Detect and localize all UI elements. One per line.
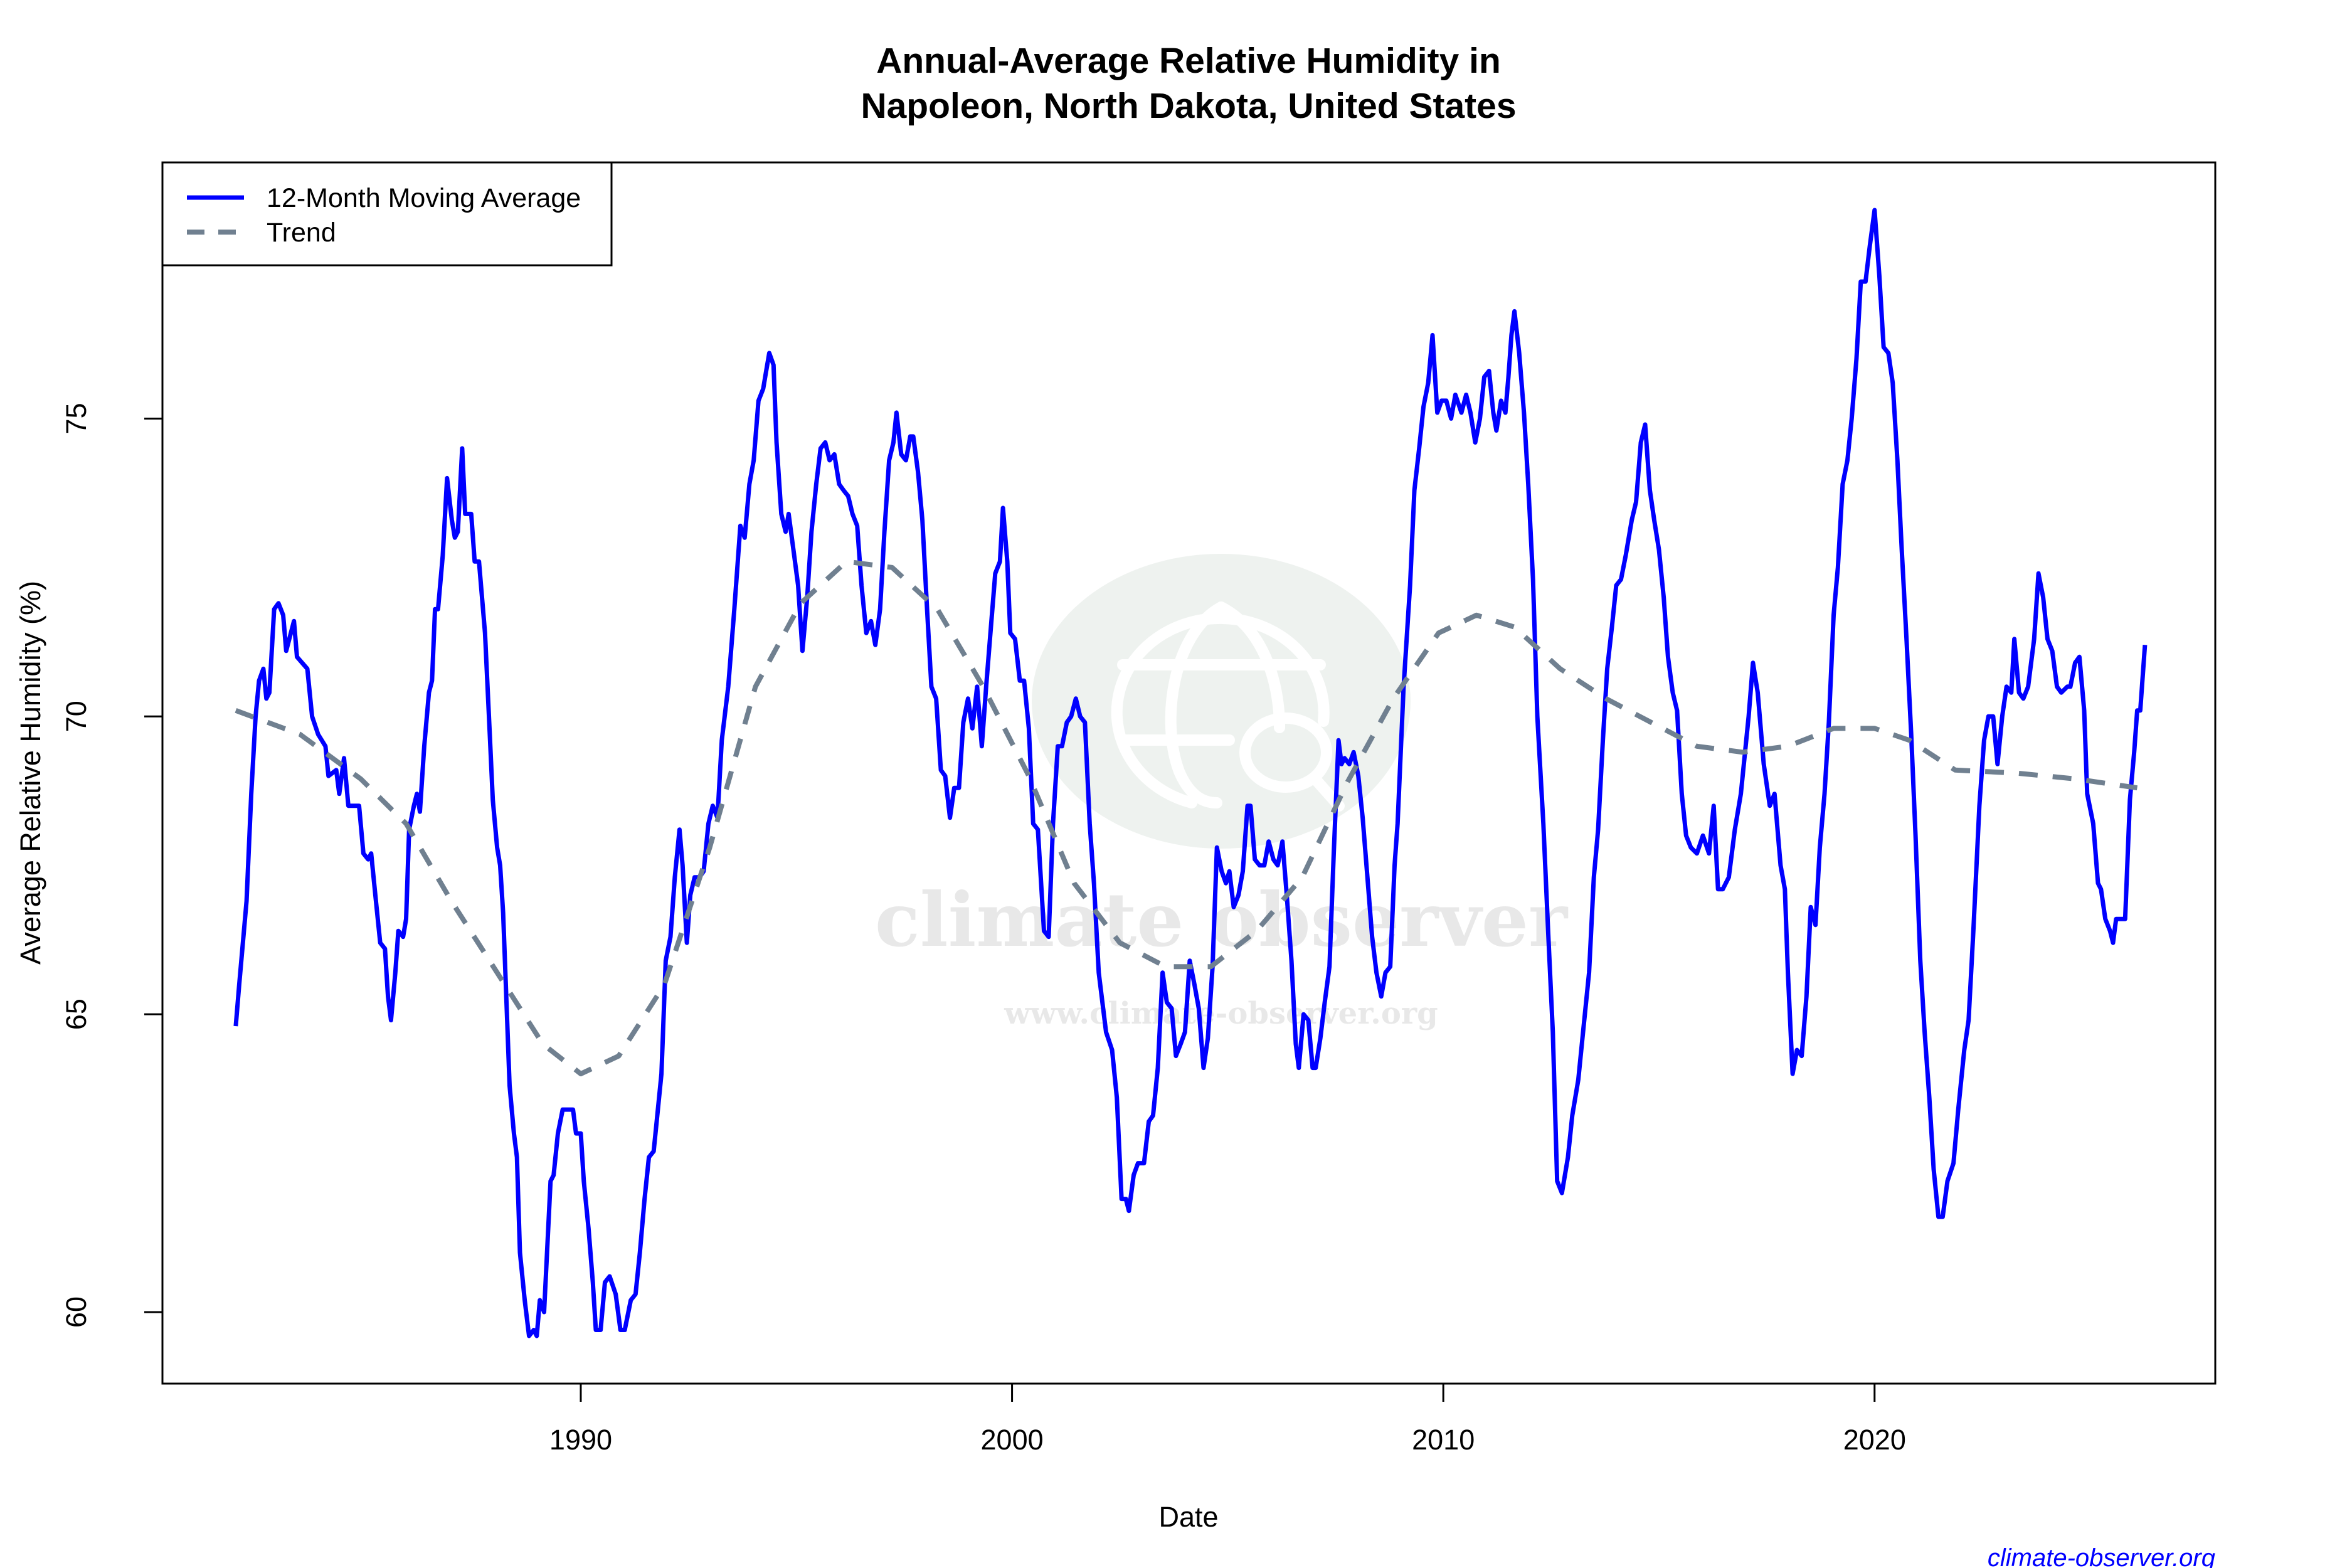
footer-credit[interactable]: climate-observer.org [1988,1544,2215,1568]
chart-title-line-2: Napoleon, North Dakota, United States [861,86,1516,126]
legend-label-moving-average: 12-Month Moving Average [267,183,581,213]
globe-magnifier-icon [1032,554,1411,849]
series-layer [233,208,2148,1338]
x-tick-label: 2000 [981,1424,1044,1456]
watermark: climate observer www.climate-observer.or… [875,554,1569,1031]
y-axis-label: Average Relative Humidity (%) [14,581,46,965]
x-tick-label: 2020 [1843,1424,1906,1456]
y-tick-label: 65 [60,999,92,1030]
watermark-name: climate observer [875,876,1569,963]
legend: 12-Month Moving Average Trend [161,161,613,267]
axes: 1990 2000 2010 2020 60 65 70 75 [60,403,1906,1456]
plot-frame [161,161,2217,1385]
legend-label-trend: Trend [267,218,336,248]
x-axis-label: Date [1158,1501,1218,1533]
legend-box [161,161,613,267]
y-tick-label: 70 [60,701,92,732]
x-tick-label: 1990 [549,1424,612,1456]
chart-title-line-1: Annual-Average Relative Humidity in [876,41,1501,81]
trend-line [235,559,2138,1077]
watermark-url: www.climate-observer.org [1004,996,1438,1031]
y-tick-label: 60 [60,1296,92,1328]
x-tick-label: 2010 [1412,1424,1475,1456]
y-tick-label: 75 [60,403,92,434]
